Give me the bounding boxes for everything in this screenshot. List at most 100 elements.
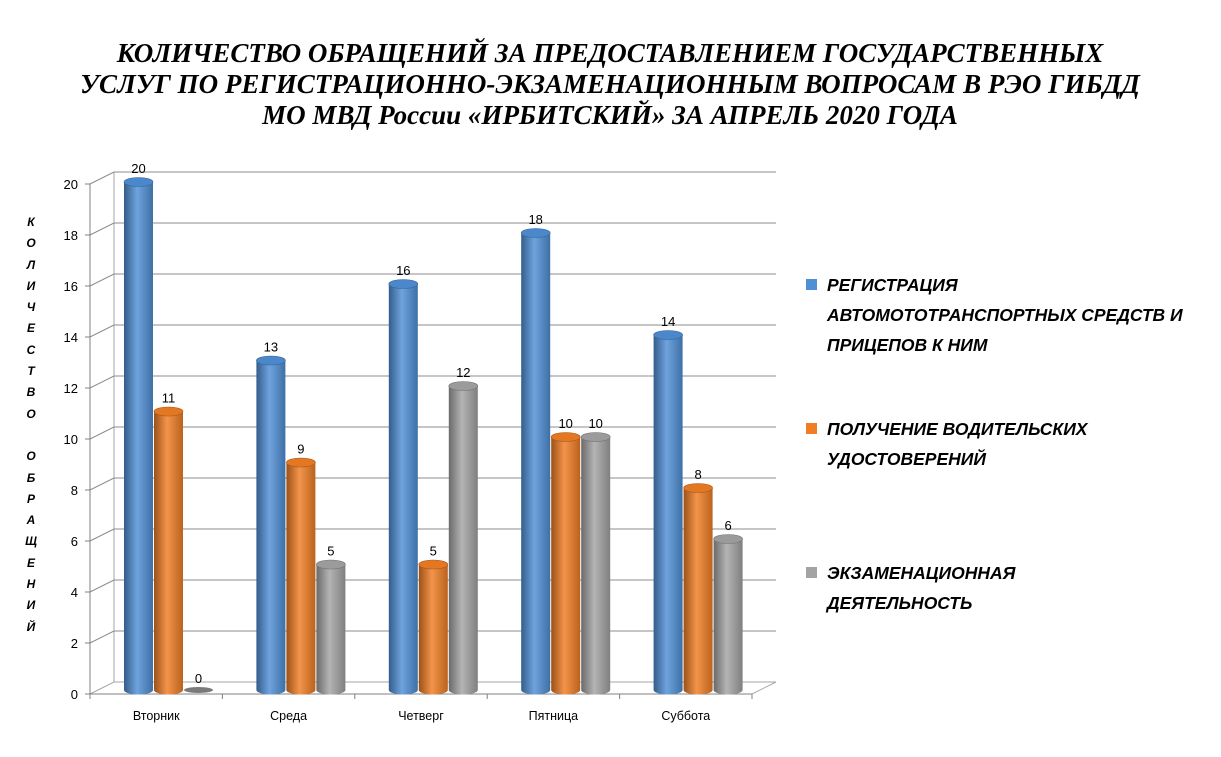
y-tick-label: 8 [71,483,78,498]
bar-top [683,483,713,493]
bar [713,539,743,695]
y-axis-label-char: Й [26,619,36,634]
y-tick-label: 14 [64,330,78,345]
x-tick-label: Суббота [661,709,710,723]
y-tick-label: 4 [71,585,78,600]
chart-title-line: УСЛУГ ПО РЕГИСТРАЦИОННО-ЭКЗАМЕНАЦИОННЫМ … [80,69,1140,99]
bar-top [418,559,449,570]
bar [286,462,316,695]
bar [521,233,551,695]
bar [154,411,183,695]
bar-top [388,279,419,289]
gridline-side [89,426,115,440]
legend-label-line: ПРИЦЕПОВ К НИМ [827,335,988,355]
bar-top [286,457,316,468]
bar-top [448,381,479,391]
legend-label-line: АВТОМОТОТРАНСПОРТНЫХ СРЕДСТВ И [827,305,1183,325]
bar [388,284,418,695]
bar-top [316,559,346,570]
bar [124,182,153,695]
y-tick-label: 20 [64,177,78,192]
data-label: 20 [131,161,145,176]
x-tick-label: Четверг [398,709,444,723]
y-axis-label-char: Е [26,555,35,570]
y-axis-label-char: Щ [25,534,37,549]
y-tick-label: 2 [71,636,78,651]
bar [418,564,448,695]
gridline-side [89,222,115,236]
bar-top [184,687,213,693]
bar-top [123,177,154,187]
gridline-side [89,528,115,542]
data-label: 13 [264,340,278,355]
data-label: 9 [297,442,304,457]
bar-top [550,432,581,442]
bar-top [256,355,286,366]
data-label: 5 [327,544,334,559]
data-label: 14 [661,314,675,329]
data-label: 12 [456,365,470,380]
gridline-side [89,324,115,338]
data-label: 6 [724,518,731,533]
y-axis-label-char: Н [26,577,36,592]
y-axis-label-char: И [26,278,36,293]
legend-label-line: ЭКЗАМЕНАЦИОННАЯ [827,563,1016,583]
bar [316,564,346,695]
bar [683,488,713,695]
y-axis-label-char: О [26,449,36,464]
chart-title-line: КОЛИЧЕСТВО ОБРАЩЕНИЙ ЗА ПРЕДОСТАВЛЕНИЕМ … [116,38,1104,68]
legend-swatch [806,423,817,434]
data-label: 10 [588,416,602,431]
data-label: 5 [430,544,437,559]
bar [653,335,683,695]
chart-title-line: МО МВД России «ИРБИТСКИЙ» ЗА АПРЕЛЬ 2020… [262,100,958,130]
data-label: 10 [558,416,572,431]
y-axis-label-char: В [26,385,36,400]
legend-label-line: УДОСТОВЕРЕНИЙ [827,449,986,469]
bar [551,437,581,695]
y-axis-label-char: Т [27,364,35,379]
chart-title: КОЛИЧЕСТВО ОБРАЩЕНИЙ ЗА ПРЕДОСТАВЛЕНИЕМ … [60,38,1160,131]
y-axis-label-char: Ч [26,300,36,315]
y-axis-label-char: О [26,236,36,251]
y-tick-label: 10 [64,432,78,447]
data-label: 16 [396,263,410,278]
data-label: 11 [162,391,176,406]
y-tick-label: 6 [71,534,78,549]
y-axis-label-char: К [27,215,35,229]
data-label: 0 [195,671,202,686]
legend-label-line: ПОЛУЧЕНИЕ ВОДИТЕЛЬСКИХ [827,419,1088,439]
y-tick-label: 18 [64,228,78,243]
y-axis-label-char: И [26,598,36,613]
y-axis-label-char: Л [26,257,36,272]
bar-top [713,534,743,544]
bar [581,437,611,695]
gridline-side [89,477,115,491]
legend-label-line: ДЕЯТЕЛЬНОСТЬ [827,593,973,613]
y-axis-label-char: Е [26,321,35,336]
bar [256,360,286,695]
y-axis-label-char: Б [26,470,36,485]
legend-swatch [806,279,817,290]
y-axis-label-char: О [26,406,36,421]
y-tick-label: 16 [64,279,78,294]
gridline-side [89,630,115,644]
legend-label: ПОЛУЧЕНИЕ ВОДИТЕЛЬСКИХ УДОСТОВЕРЕНИЙ [827,414,1087,474]
bar-top [580,432,611,442]
data-label: 8 [694,467,701,482]
legend-label: РЕГИСТРАЦИЯ АВТОМОТОТРАНСПОРТНЫХ СРЕДСТВ … [827,270,1183,360]
gridline-side [89,375,115,389]
x-tick-label: Пятница [529,709,579,723]
gridline-side [89,273,115,287]
bar-top [153,406,184,417]
x-tick-label: Среда [270,709,307,723]
gridline-side [89,171,115,185]
bar-top [653,330,683,340]
y-axis-label-char: А [26,513,36,528]
y-tick-label: 12 [64,381,78,396]
data-label: 18 [528,212,542,227]
x-tick-label: Вторник [133,709,180,723]
gridline-side [89,579,115,593]
